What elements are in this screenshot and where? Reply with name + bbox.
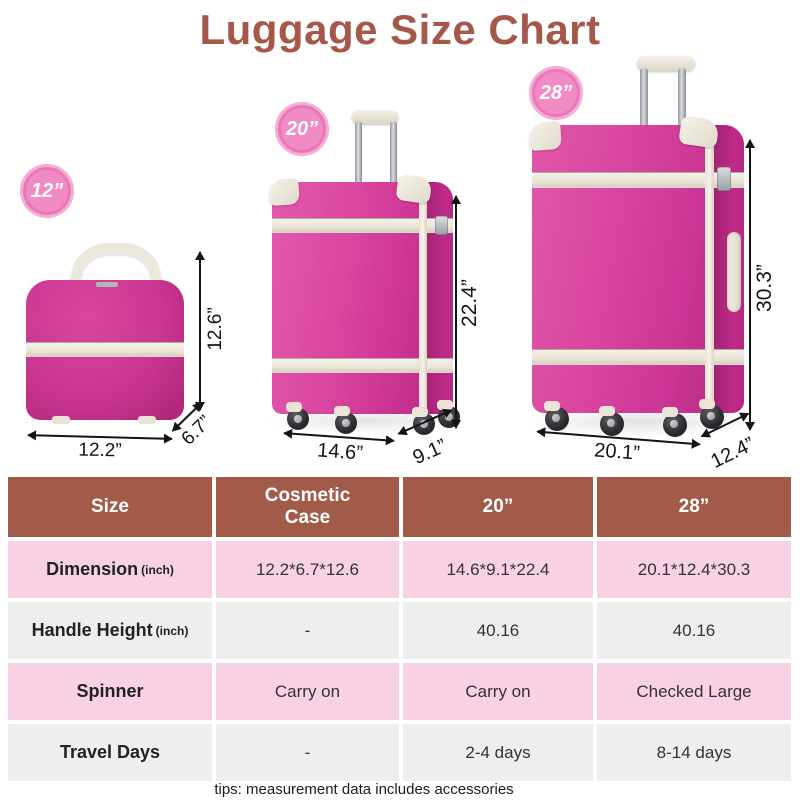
suitcase-28-trolley-tube <box>640 68 648 128</box>
cosmetic-case-body <box>26 280 184 420</box>
cosmetic-case-zipper <box>96 282 118 287</box>
footer-tip: tips: measurement data includes accessor… <box>214 781 514 798</box>
table-cell: 14.6*9.1*22.4 <box>403 541 593 598</box>
suitcase-28-wheel <box>662 407 687 437</box>
cosmetic-case-height-label: 12.6” <box>205 307 226 351</box>
suitcase-20-trim-stripe <box>272 358 453 373</box>
suitcase-20-corner-protector <box>395 173 433 205</box>
size-badge-12-label: 12” <box>30 179 64 202</box>
table-cell: Carry on <box>216 663 399 720</box>
suitcase-20-illustration <box>266 108 466 435</box>
cosmetic-case-trim-stripe <box>26 342 184 357</box>
cosmetic-case-illustration <box>26 240 186 428</box>
suitcase-28-wheel <box>544 401 569 431</box>
suitcase-20-trolley-tube <box>390 121 397 187</box>
row-label-travel-days: Travel Days <box>8 724 212 781</box>
table-cell: - <box>216 602 399 659</box>
table-header-28: 28” <box>597 477 791 537</box>
table-header-label: 20” <box>482 496 514 518</box>
suitcase-20-trolley-grip <box>352 110 398 124</box>
table-cell: - <box>216 724 399 781</box>
table-header-label: 28” <box>678 496 710 518</box>
row-label-suffix: (inch) <box>141 562 174 577</box>
row-label-text: Dimension <box>46 559 139 579</box>
size-badge-12: 12” <box>20 164 74 218</box>
suitcase-28-wheel <box>599 406 624 436</box>
table-header-size: Size <box>8 477 212 537</box>
table-header-cosmetic-case: Cosmetic Case <box>216 477 399 537</box>
suitcase-20-height-label: 22.4” <box>458 279 481 327</box>
suitcase-20-body <box>268 173 453 414</box>
height-dimension-arrow-icon <box>745 139 755 431</box>
table-cell: 40.16 <box>403 602 593 659</box>
height-dimension-arrow-icon <box>451 195 461 429</box>
suitcase-20-trolley-tube <box>355 121 362 187</box>
table-cell: 8-14 days <box>597 724 791 781</box>
suitcase-20-width-label: 14.6” <box>316 439 364 465</box>
size-badge-20: 20” <box>275 102 329 156</box>
suitcase-28-corner-protector <box>678 115 720 149</box>
row-label-handle-height: Handle Height (inch) <box>8 602 212 659</box>
row-label-spinner: Spinner <box>8 663 212 720</box>
suitcase-28-height-label: 30.3” <box>753 264 776 312</box>
table-header-label: Size <box>90 496 130 518</box>
row-label-text: Spinner <box>76 681 144 701</box>
table-header-label: Cosmetic Case <box>264 485 351 528</box>
table-cell: Carry on <box>403 663 593 720</box>
suitcase-28-side-handle <box>727 232 741 312</box>
cosmetic-case-width-label: 12.2” <box>78 439 122 462</box>
suitcase-20-wheel <box>286 402 309 430</box>
suitcase-28-trim-stripe <box>532 349 744 365</box>
row-label-text: Handle Height <box>31 620 153 640</box>
height-dimension-arrow-icon <box>195 251 205 411</box>
suitcase-20-lock <box>435 216 448 235</box>
row-label-dimension: Dimension (inch) <box>8 541 212 598</box>
size-badge-28-label: 28” <box>539 81 573 104</box>
suitcase-28-body <box>528 115 744 413</box>
size-badge-28: 28” <box>529 66 583 120</box>
page-title: Luggage Size Chart <box>199 6 601 53</box>
cosmetic-case-foot <box>52 416 70 424</box>
cosmetic-case-handle <box>70 243 162 300</box>
suitcase-28-zipper-band <box>705 126 714 412</box>
size-badge-20-label: 20” <box>285 117 319 140</box>
table-cell: 40.16 <box>597 602 791 659</box>
suitcase-28-lock <box>717 167 731 191</box>
row-label-suffix: (inch) <box>155 623 189 638</box>
suitcase-28-width-label: 20.1” <box>593 439 641 465</box>
suitcase-20-trim-stripe <box>272 218 453 233</box>
table-cell: 12.2*6.7*12.6 <box>216 541 399 598</box>
suitcase-28-trolley-tube <box>678 68 686 128</box>
suitcase-28-trim-stripe <box>532 172 744 188</box>
table-cell: 2-4 days <box>403 724 593 781</box>
suitcase-28-trolley-grip <box>637 56 695 71</box>
row-label-text: Travel Days <box>59 742 161 762</box>
cosmetic-case-foot <box>138 416 156 424</box>
table-header-20: 20” <box>403 477 593 537</box>
suitcase-20-wheel <box>334 406 357 434</box>
table-cell: 20.1*12.4*30.3 <box>597 541 791 598</box>
size-comparison-table: Size Cosmetic Case 20” 28” Dimension (in… <box>8 477 791 781</box>
suitcase-20-zipper-band <box>419 183 427 413</box>
table-cell: Checked Large <box>597 663 791 720</box>
suitcase-28-illustration <box>524 55 760 443</box>
suitcase-28-corner-protector <box>528 120 562 152</box>
suitcase-20-corner-protector <box>268 177 300 207</box>
